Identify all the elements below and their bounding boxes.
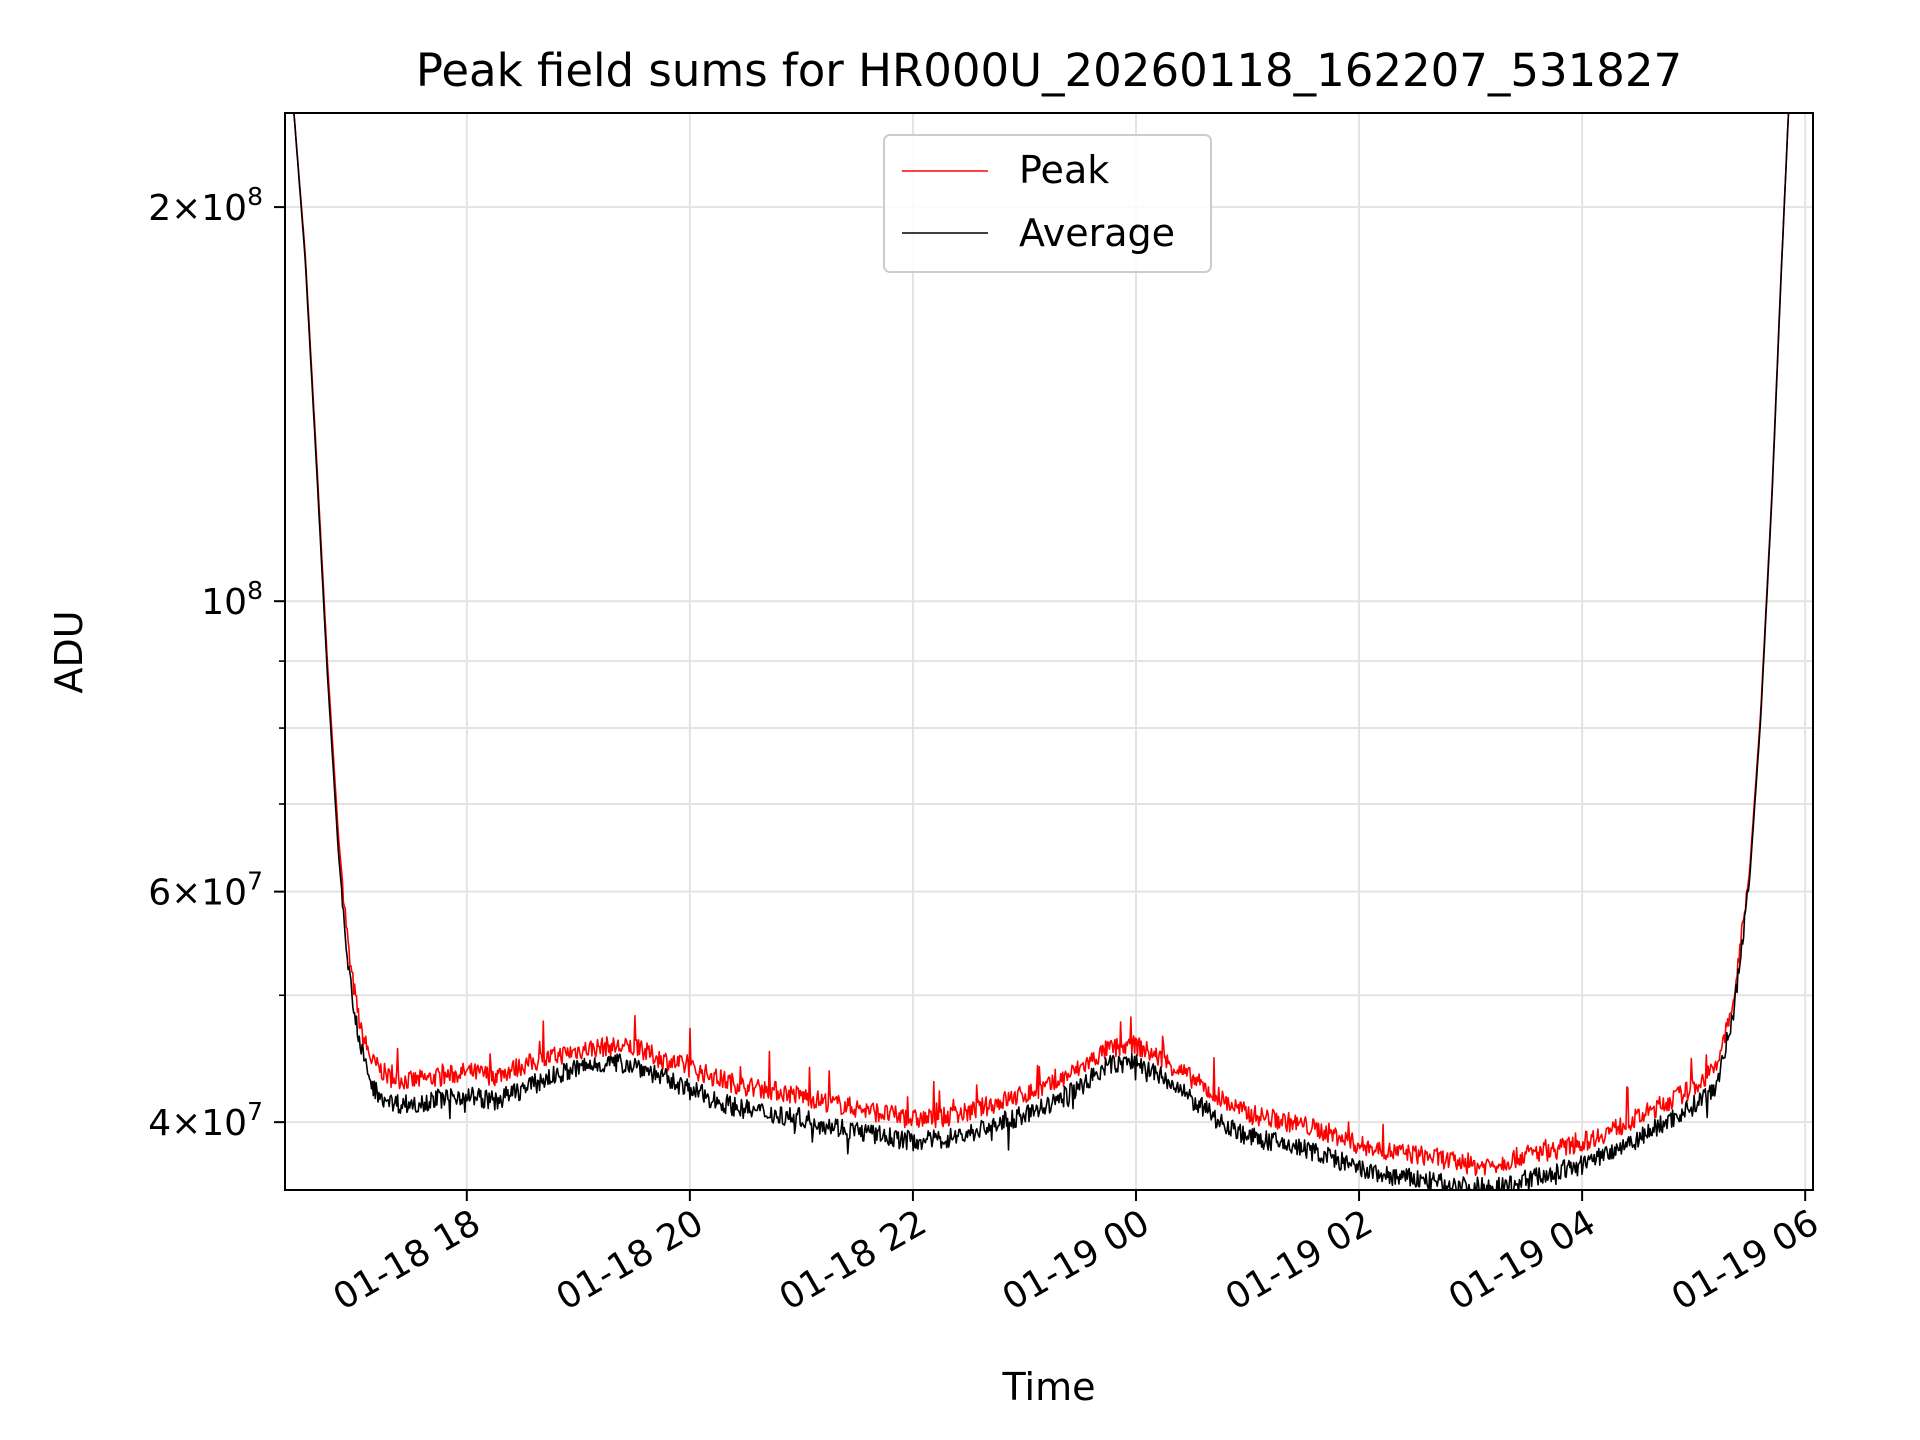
legend-label-average: Average [1019, 211, 1175, 255]
x-axis-label: Time [1002, 1365, 1096, 1409]
y-tick-exponent: 7 [247, 867, 263, 896]
series-layer [293, 113, 1790, 1190]
y-tick-exponent: 8 [247, 182, 263, 211]
series-line-average [293, 113, 1790, 1190]
legend-box [883, 134, 1212, 273]
y-tick-label: 108 [201, 576, 263, 623]
plot-frame [284, 112, 1814, 1191]
y-tick-exponent: 8 [247, 576, 263, 605]
y-axis-label: ADU [47, 610, 91, 693]
y-tick-label: 6×107 [148, 867, 263, 914]
y-tick-label: 4×107 [148, 1097, 263, 1144]
y-tick-exponent: 7 [247, 1097, 263, 1126]
legend: Peak Average [883, 134, 1212, 273]
chart-title: Peak field sums for HR000U_20260118_1622… [416, 44, 1682, 97]
series-line-peak [293, 113, 1790, 1176]
legend-label-peak: Peak [1019, 148, 1109, 192]
y-axis-ticks: 4×107 6×107 108 2×108 [148, 182, 285, 1144]
y-tick-label: 2×108 [148, 182, 263, 229]
